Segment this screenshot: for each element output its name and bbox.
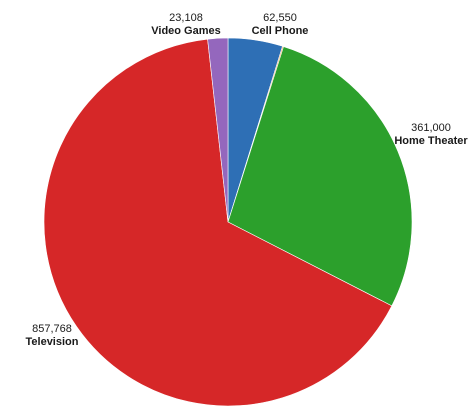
slice-value-label: 857,768	[32, 323, 72, 335]
pie-slice-television	[43, 38, 393, 407]
slice-value-label: 361,000	[411, 122, 451, 134]
pie-slice-video-games	[207, 37, 229, 223]
slice-name-label: Television	[26, 336, 79, 348]
slice-value-label: 23,108	[169, 12, 203, 24]
slice-value-label: 62,550	[263, 12, 297, 24]
pie-slice-home-theater	[227, 46, 413, 307]
slice-name-label: Video Games	[151, 25, 221, 37]
pie-slices	[43, 37, 413, 407]
slice-name-label: Home Theater	[394, 135, 468, 147]
slice-name-label: Cell Phone	[252, 25, 309, 37]
